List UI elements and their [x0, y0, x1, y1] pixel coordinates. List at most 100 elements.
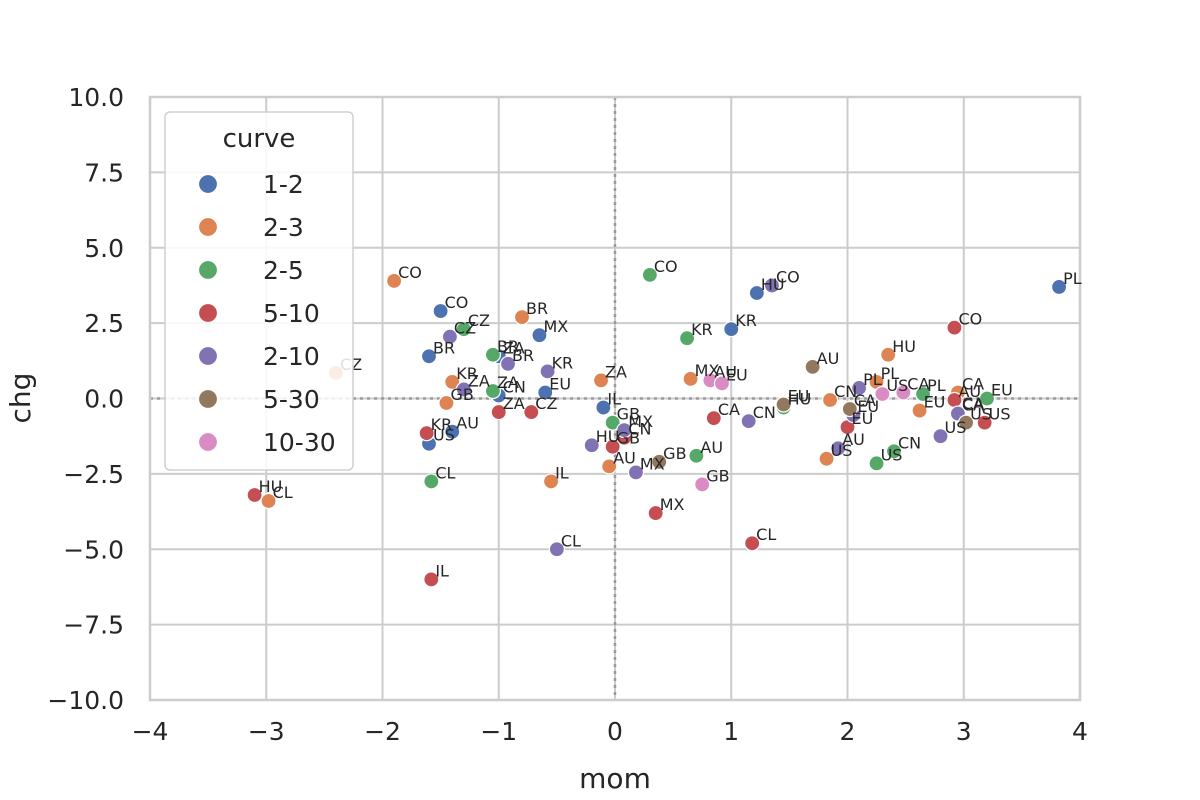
point-label: EU — [788, 387, 810, 406]
y-tick-label: 10.0 — [68, 83, 124, 112]
data-point — [523, 403, 540, 421]
data-point — [651, 453, 668, 470]
x-tick-label: −2 — [364, 717, 401, 746]
legend-marker — [197, 388, 219, 410]
point-label: HU — [259, 477, 283, 496]
point-label: CN — [898, 433, 921, 452]
x-tick-label: −1 — [480, 717, 517, 746]
point-label: PL — [1063, 269, 1082, 288]
legend-marker — [197, 302, 219, 324]
point-label: AU — [958, 382, 981, 401]
point-label: CZ — [535, 394, 557, 413]
data-point — [444, 423, 461, 440]
point-label: AU — [842, 430, 865, 449]
point-label: BR — [526, 299, 548, 318]
data-point — [647, 504, 664, 522]
legend-items: 1-2 2-3 2-5 5-10 2-10 5-30 10-30 — [197, 170, 336, 457]
point-label: CL — [273, 483, 293, 502]
data-point — [694, 476, 711, 493]
point-label: HU — [892, 337, 916, 356]
data-point — [911, 402, 928, 419]
data-point — [1050, 278, 1068, 296]
data-point — [914, 385, 932, 403]
legend-marker — [197, 173, 219, 195]
point-label: CL — [561, 531, 581, 550]
data-point — [542, 473, 560, 490]
point-label: BR — [433, 338, 455, 357]
point-label: ZA — [497, 373, 519, 392]
point-label: BR — [512, 346, 534, 365]
data-point — [583, 437, 600, 454]
data-point — [976, 414, 993, 431]
point-label: HU — [596, 427, 620, 446]
legend-label: 2-3 — [263, 213, 304, 242]
data-point — [740, 413, 757, 430]
point-label: MX — [660, 495, 685, 514]
legend-title: curve — [223, 124, 296, 154]
data-points — [246, 266, 1068, 588]
point-label: US — [433, 426, 455, 445]
point-label: MX — [640, 454, 665, 473]
point-label: US — [945, 418, 967, 437]
data-point — [744, 535, 761, 552]
point-label: KR — [456, 364, 478, 383]
data-point — [418, 425, 435, 442]
data-point — [455, 381, 472, 398]
data-point — [830, 440, 847, 457]
point-label: HU — [788, 390, 812, 409]
legend-label: 1-2 — [263, 170, 304, 199]
legend-marker — [197, 259, 219, 281]
y-axis-title: chg — [4, 373, 37, 424]
point-label: KR — [552, 353, 574, 372]
point-label: IL — [435, 561, 449, 580]
point-label: KR — [691, 320, 713, 339]
data-point — [539, 363, 556, 380]
data-point — [895, 384, 912, 401]
x-tick-label: 0 — [607, 717, 623, 746]
y-tick-label: −5.0 — [63, 535, 124, 564]
point-label: EU — [991, 381, 1013, 400]
legend-label: 2-10 — [263, 342, 320, 371]
data-point — [420, 348, 438, 365]
data-point — [246, 486, 263, 504]
data-point — [548, 541, 565, 558]
x-tick-label: 3 — [956, 717, 972, 746]
data-point — [499, 355, 517, 372]
point-label: AU — [613, 448, 636, 467]
point-label: MX — [543, 317, 568, 336]
x-tick-label: −4 — [132, 717, 169, 746]
data-point — [627, 464, 645, 481]
data-point — [705, 409, 722, 427]
data-point — [592, 372, 610, 389]
data-point — [513, 308, 531, 326]
data-point — [604, 438, 621, 455]
legend-label: 2-5 — [263, 256, 304, 285]
y-tick-label: −10.0 — [47, 686, 124, 715]
data-point — [678, 330, 696, 347]
point-label: KR — [431, 415, 453, 434]
data-point — [595, 399, 612, 416]
point-label: CN — [834, 382, 857, 401]
point-label: PL — [863, 370, 882, 389]
y-tick-labels: 10.0 7.5 5.0 2.5 0.0 −2.5 −5.0 −7.5 −10.0 — [47, 83, 124, 715]
point-label: EU — [549, 374, 571, 393]
point-label: CA — [854, 391, 876, 410]
point-label: IL — [555, 463, 569, 482]
data-point — [804, 358, 821, 375]
point-label: CN — [628, 420, 651, 439]
data-point — [531, 327, 548, 344]
point-label: AU — [817, 349, 840, 368]
point-label: US — [831, 441, 853, 460]
data-point — [957, 414, 975, 431]
point-label: CA — [718, 400, 740, 419]
data-point — [818, 450, 835, 467]
y-tick-label: 2.5 — [84, 309, 124, 338]
point-label: ZA — [503, 338, 525, 357]
point-label: CO — [445, 293, 469, 312]
point-label: GB — [706, 466, 729, 485]
data-point — [423, 473, 440, 490]
legend: curve 1-2 2-3 2-5 5-10 2-10 5-30 10-30 — [164, 111, 354, 471]
data-point — [880, 346, 897, 363]
x-axis-title: mom — [579, 762, 651, 795]
